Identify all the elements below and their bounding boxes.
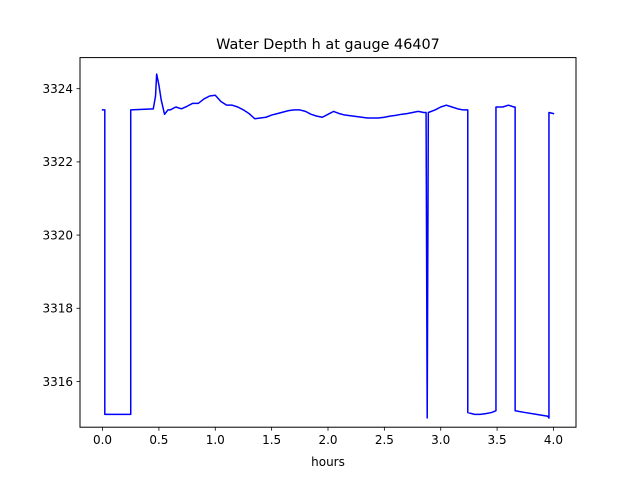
x-tick-label: 0.0 <box>93 433 112 447</box>
y-tick-label: 3318 <box>42 302 73 316</box>
y-tick-label: 3316 <box>42 375 73 389</box>
x-tick-label: 2.5 <box>375 433 394 447</box>
x-tick-label: 1.5 <box>262 433 281 447</box>
plot-area <box>101 73 555 419</box>
x-tick-label: 4.0 <box>544 433 563 447</box>
y-tick-label: 3320 <box>42 228 73 242</box>
x-tick-label: 3.5 <box>488 433 507 447</box>
x-tick-label: 2.0 <box>318 433 337 447</box>
x-tick-label: 1.0 <box>206 433 225 447</box>
x-axis-label: hours <box>311 455 345 469</box>
x-tick-label: 0.5 <box>149 433 168 447</box>
x-tick-label: 3.0 <box>431 433 450 447</box>
y-tick-label: 3322 <box>42 155 73 169</box>
axis-ticks: 0.0 0.5 1.0 1.5 2.0 2.5 3.0 3.5 4.0 3316 3318 3320 3… <box>42 82 563 447</box>
series-line-0 <box>101 73 555 419</box>
plot-frame <box>79 57 577 428</box>
chart-title: Water Depth h at gauge 46407 <box>216 37 440 53</box>
y-tick-label: 3324 <box>42 82 73 96</box>
